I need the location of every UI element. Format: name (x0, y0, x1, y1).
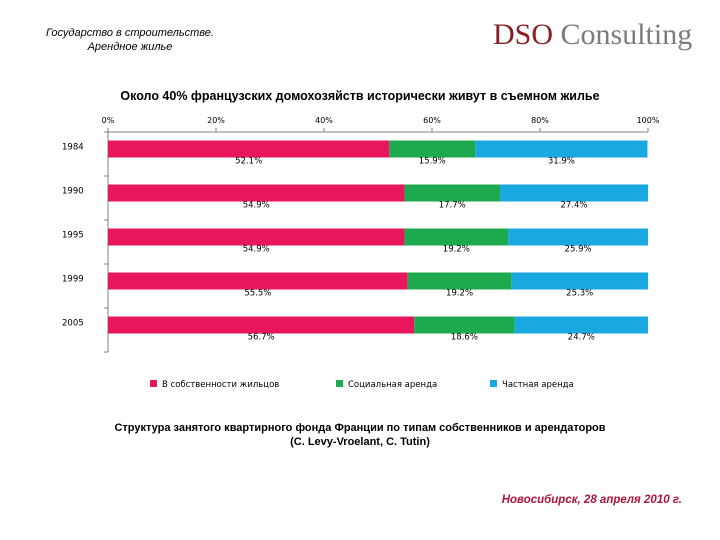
data-label: 25.9% (565, 245, 592, 255)
data-label: 56.7% (248, 333, 275, 343)
bar-segment (407, 272, 512, 290)
caption-line1: Структура занятого квартирного фонда Фра… (114, 422, 606, 434)
logo-consulting-text: Consulting (553, 18, 693, 51)
section-title-line2: Арендное жилье (87, 41, 173, 53)
data-label: 55.5% (244, 289, 271, 299)
bar-segment (108, 228, 405, 246)
x-tick-label: 60% (423, 116, 441, 125)
bar-segment (500, 184, 648, 202)
data-label: 31.9% (548, 157, 575, 167)
chart-caption: Структура занятого квартирного фонда Фра… (0, 421, 720, 449)
y-category-label: 1990 (62, 187, 84, 197)
data-label: 15.9% (419, 157, 446, 167)
legend-label: Социальная аренда (348, 380, 437, 390)
x-tick-label: 40% (315, 116, 333, 125)
legend-label: Частная аренда (502, 380, 574, 390)
logo-dso-text: DSO (493, 18, 554, 51)
presentation-section-title: Государство в строительстве. Арендное жи… (30, 26, 230, 54)
bar-segment (514, 316, 648, 334)
y-category-label: 1984 (62, 143, 84, 153)
data-label: 18.6% (451, 333, 478, 343)
bar-segment (108, 184, 405, 202)
stacked-bar-chart: 0% 20% 40% 60% 80% 100% 1984 52.1% 15.9% 31.9% 199… (62, 116, 660, 390)
x-tick-label: 20% (207, 116, 225, 125)
data-label: 25.3% (566, 289, 593, 299)
chart-title: Около 40% французских домохозяйств истор… (120, 89, 600, 103)
legend-swatch (150, 380, 157, 387)
bar-segment (414, 316, 515, 334)
footer-place-date: Новосибирск, 28 апреля 2010 г. (501, 494, 682, 506)
data-label: 19.2% (443, 245, 470, 255)
y-category-label: 2005 (62, 319, 84, 329)
data-label: 19.2% (446, 289, 473, 299)
data-label: 17.7% (439, 201, 466, 211)
bar-segment (404, 184, 501, 202)
data-label: 24.7% (568, 333, 595, 343)
data-label: 52.1% (235, 157, 262, 167)
legend-label: В собственности жильцов (162, 380, 279, 390)
dso-consulting-logo: DSO Consulting (493, 18, 698, 58)
section-title-line1: Государство в строительстве. (46, 27, 214, 39)
data-label: 54.9% (243, 245, 270, 255)
bar-segment (511, 272, 648, 290)
y-category-label: 1995 (62, 231, 84, 241)
bar-segment (108, 140, 390, 158)
caption-line2: (C. Levy-Vroelant, C. Tutin) (290, 436, 430, 448)
bar-segment (475, 140, 648, 158)
bar-segment (108, 316, 415, 334)
legend-swatch (490, 380, 497, 387)
x-tick-label: 80% (531, 116, 549, 125)
x-tick-label: 0% (102, 116, 115, 125)
data-label: 27.4% (561, 201, 588, 211)
y-category-label: 1999 (62, 275, 84, 285)
bar-segment (508, 228, 648, 246)
bar-segment (389, 140, 476, 158)
x-tick-label: 100% (637, 116, 660, 125)
bar-segment (108, 272, 408, 290)
data-label: 54.9% (243, 201, 270, 211)
legend-swatch (336, 380, 343, 387)
bar-segment (404, 228, 509, 246)
